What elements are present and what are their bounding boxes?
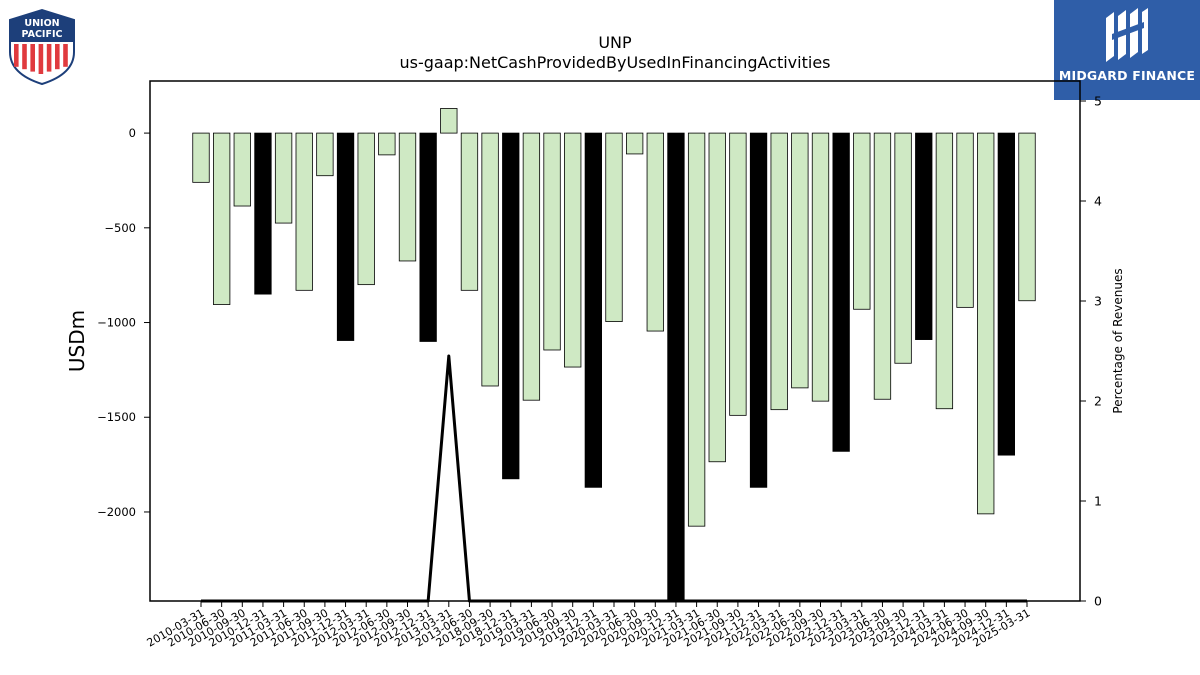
bar-2023-06-30 [873, 132, 892, 400]
bar-2025-03-31 [1018, 132, 1036, 302]
bar-2021-12-31 [749, 132, 768, 488]
bar-2022-12-31 [832, 132, 850, 452]
bar-2022-03-31 [770, 132, 788, 411]
midgard-finance-logo: MIDGARD FINANCE [1054, 0, 1200, 100]
bar-2020-09-30 [646, 132, 664, 332]
y-right-tick-label: 5 [1094, 94, 1102, 109]
y-tick-label: 0 [129, 126, 136, 140]
bar-2010-12-31 [254, 132, 272, 295]
y-tick-label: −1000 [97, 316, 136, 330]
bar-2018-09-30 [481, 132, 499, 387]
bar-2011-12-31 [336, 132, 355, 341]
bar-2023-12-31 [915, 132, 933, 340]
logo-stripe [55, 44, 60, 70]
bar-2012-03-31 [357, 132, 375, 286]
bar-2024-12-31 [997, 132, 1015, 456]
bar-2024-03-31 [935, 132, 954, 410]
y-right-tick-label: 2 [1094, 394, 1102, 409]
bar-2010-03-31 [192, 132, 210, 183]
y-tick-label: −500 [104, 221, 136, 235]
y-right-tick-label: 3 [1094, 294, 1102, 309]
y-right-tick-label: 4 [1094, 194, 1102, 209]
bar-2018-12-31 [502, 132, 520, 480]
logo-text-union: UNION [24, 18, 59, 29]
logo-stripe [22, 44, 27, 70]
bar-2011-09-30 [316, 132, 334, 177]
bar-2020-03-31 [605, 132, 623, 322]
bar-2020-06-30 [626, 132, 644, 155]
bar-2012-12-31 [419, 132, 437, 342]
bar-2020-12-31 [667, 132, 685, 602]
y-axis-right-label: Percentage of Revenues [1111, 268, 1125, 413]
bar-2011-03-31 [274, 132, 293, 224]
y-tick-label: −1500 [97, 410, 136, 424]
bar-2019-03-31 [522, 132, 541, 401]
y-right-tick-label: 0 [1094, 594, 1102, 609]
bar-2024-06-30 [956, 132, 974, 308]
bar-2019-09-30 [564, 132, 582, 368]
bar-2021-09-30 [729, 132, 747, 416]
bar-2023-03-31 [853, 132, 871, 310]
bar-2013-06-30 [460, 132, 479, 291]
percentage-of-revenues-line [201, 354, 1027, 603]
bar-2021-06-30 [708, 132, 726, 463]
midgard-finance-label: MIDGARD FINANCE [1058, 68, 1196, 83]
bar-2024-09-30 [977, 132, 995, 515]
y-right-tick-label: 1 [1094, 494, 1102, 509]
bar-2010-09-30 [233, 132, 251, 207]
logo-stripe [30, 44, 35, 72]
bar-2012-06-30 [378, 132, 396, 156]
bar-2012-09-30 [398, 132, 417, 262]
bar-2010-06-30 [212, 132, 231, 305]
chart-subtitle: us-gaap:NetCashProvidedByUsedInFinancing… [399, 53, 830, 72]
logo-stripe [38, 44, 44, 74]
y-tick-label: −2000 [97, 505, 136, 519]
logo-stripe [46, 44, 52, 72]
bar-2019-12-31 [584, 132, 602, 488]
bar-2023-09-30 [894, 132, 912, 364]
union-pacific-logo: UNION PACIFIC [6, 8, 78, 86]
chart-title: UNP [598, 33, 632, 52]
logo-stripe [14, 44, 19, 67]
logo-text-pacific: PACIFIC [22, 29, 63, 40]
bar-2013-03-31 [440, 108, 458, 134]
y-axis-label: USDm [65, 310, 89, 372]
bar-2022-09-30 [811, 132, 830, 402]
bar-2022-06-30 [791, 132, 809, 389]
bar-2011-06-30 [295, 132, 313, 291]
bar-2021-03-31 [687, 132, 706, 527]
bar-2019-06-30 [543, 132, 561, 351]
logo-stripe [63, 44, 68, 67]
plot-frame [149, 80, 1081, 602]
